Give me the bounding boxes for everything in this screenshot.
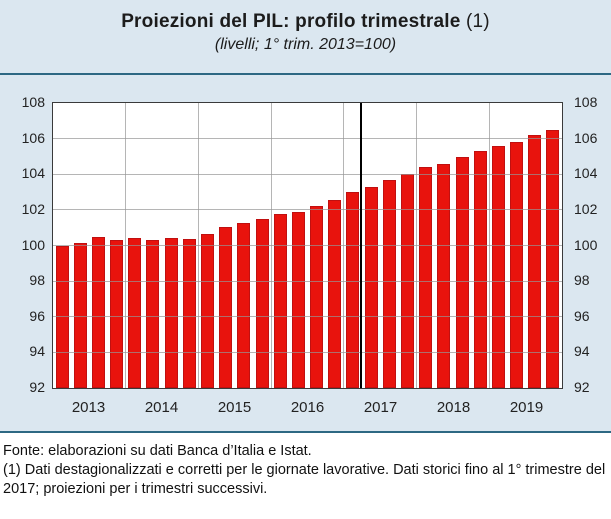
y-tick-label: 104 [21,165,45,182]
bar [273,214,287,388]
bar [364,186,378,388]
y-tick-label: 92 [574,379,590,395]
horizontal-gridline [53,351,562,353]
y-tick-label: 100 [574,236,598,253]
y-tick-label: 100 [21,236,45,253]
y-tick-label: 96 [29,307,45,324]
bar [382,179,396,388]
chart-title-text: Proiezioni del PIL: profilo trimestrale [121,11,461,32]
bar [219,226,233,388]
bar [255,218,269,388]
header-divider-rule [0,73,611,75]
bar [73,242,87,388]
y-tick-label: 98 [29,272,45,289]
y-tick-label: 108 [21,94,45,110]
footnote-1: (1) Dati destagionalizzati e corretti pe… [3,462,606,497]
horizontal-gridline [53,173,562,175]
x-year-label: 2013 [71,399,106,416]
horizontal-gridline [53,245,562,246]
plot-area [52,102,563,389]
y-tick-label: 102 [574,200,598,217]
x-year-label: 2018 [436,399,471,416]
bar [128,238,142,388]
y-tick-label: 106 [21,129,45,146]
bar [510,142,524,388]
x-year-label: 2014 [144,399,179,416]
bar [346,192,360,388]
bar [201,233,215,388]
y-axis-labels-left: 92 94 96 98 100 102 104 106 108 [0,94,45,395]
y-tick-label: 104 [574,165,598,182]
y-tick-label: 94 [574,343,590,360]
y-tick-label: 96 [574,307,590,324]
bar [328,200,342,388]
bar [546,129,560,388]
y-axis-labels-right: 92 94 96 98 100 102 104 106 108 [572,94,610,395]
bar [182,239,196,388]
x-year-label: 2015 [217,399,252,416]
bar [419,167,433,388]
chart-title-footnote-marker: (1) [460,11,490,32]
bar [455,157,469,388]
x-axis-year-labels: 2013 2014 2015 2016 2017 2018 2019 [52,399,563,416]
x-year-label: 2016 [290,399,325,416]
bar [528,135,542,388]
bar [291,211,305,388]
horizontal-gridline [53,316,562,318]
chart-subtitle: (livelli; 1° trim. 2013=100) [214,36,397,53]
x-year-label: 2017 [363,399,398,416]
bar [237,223,251,388]
chart-title: Proiezioni del PIL: profilo trimestrale … [0,11,611,33]
x-year-label: 2019 [509,399,544,416]
bar [491,145,505,388]
horizontal-gridline [53,138,562,140]
historical-projection-divider [360,103,363,388]
y-tick-label: 102 [21,200,45,217]
footer-divider-rule [0,431,611,433]
figure-footnotes: Fonte: elaborazioni su dati Banca d’Ital… [0,434,611,519]
bar [310,206,324,388]
bar [91,237,105,388]
y-tick-label: 94 [29,343,45,360]
bar [146,240,160,388]
bar [164,238,178,388]
bar [110,240,124,388]
y-tick-label: 108 [574,94,598,110]
horizontal-gridline [53,209,562,211]
horizontal-gridline [53,280,562,282]
y-tick-label: 106 [574,129,598,146]
y-tick-label: 92 [29,379,45,395]
source-note: Fonte: elaborazioni su dati Banca d’Ital… [3,443,312,459]
bar [437,164,451,388]
y-tick-label: 98 [574,272,590,289]
chart-header: Proiezioni del PIL: profilo trimestrale … [0,0,611,54]
